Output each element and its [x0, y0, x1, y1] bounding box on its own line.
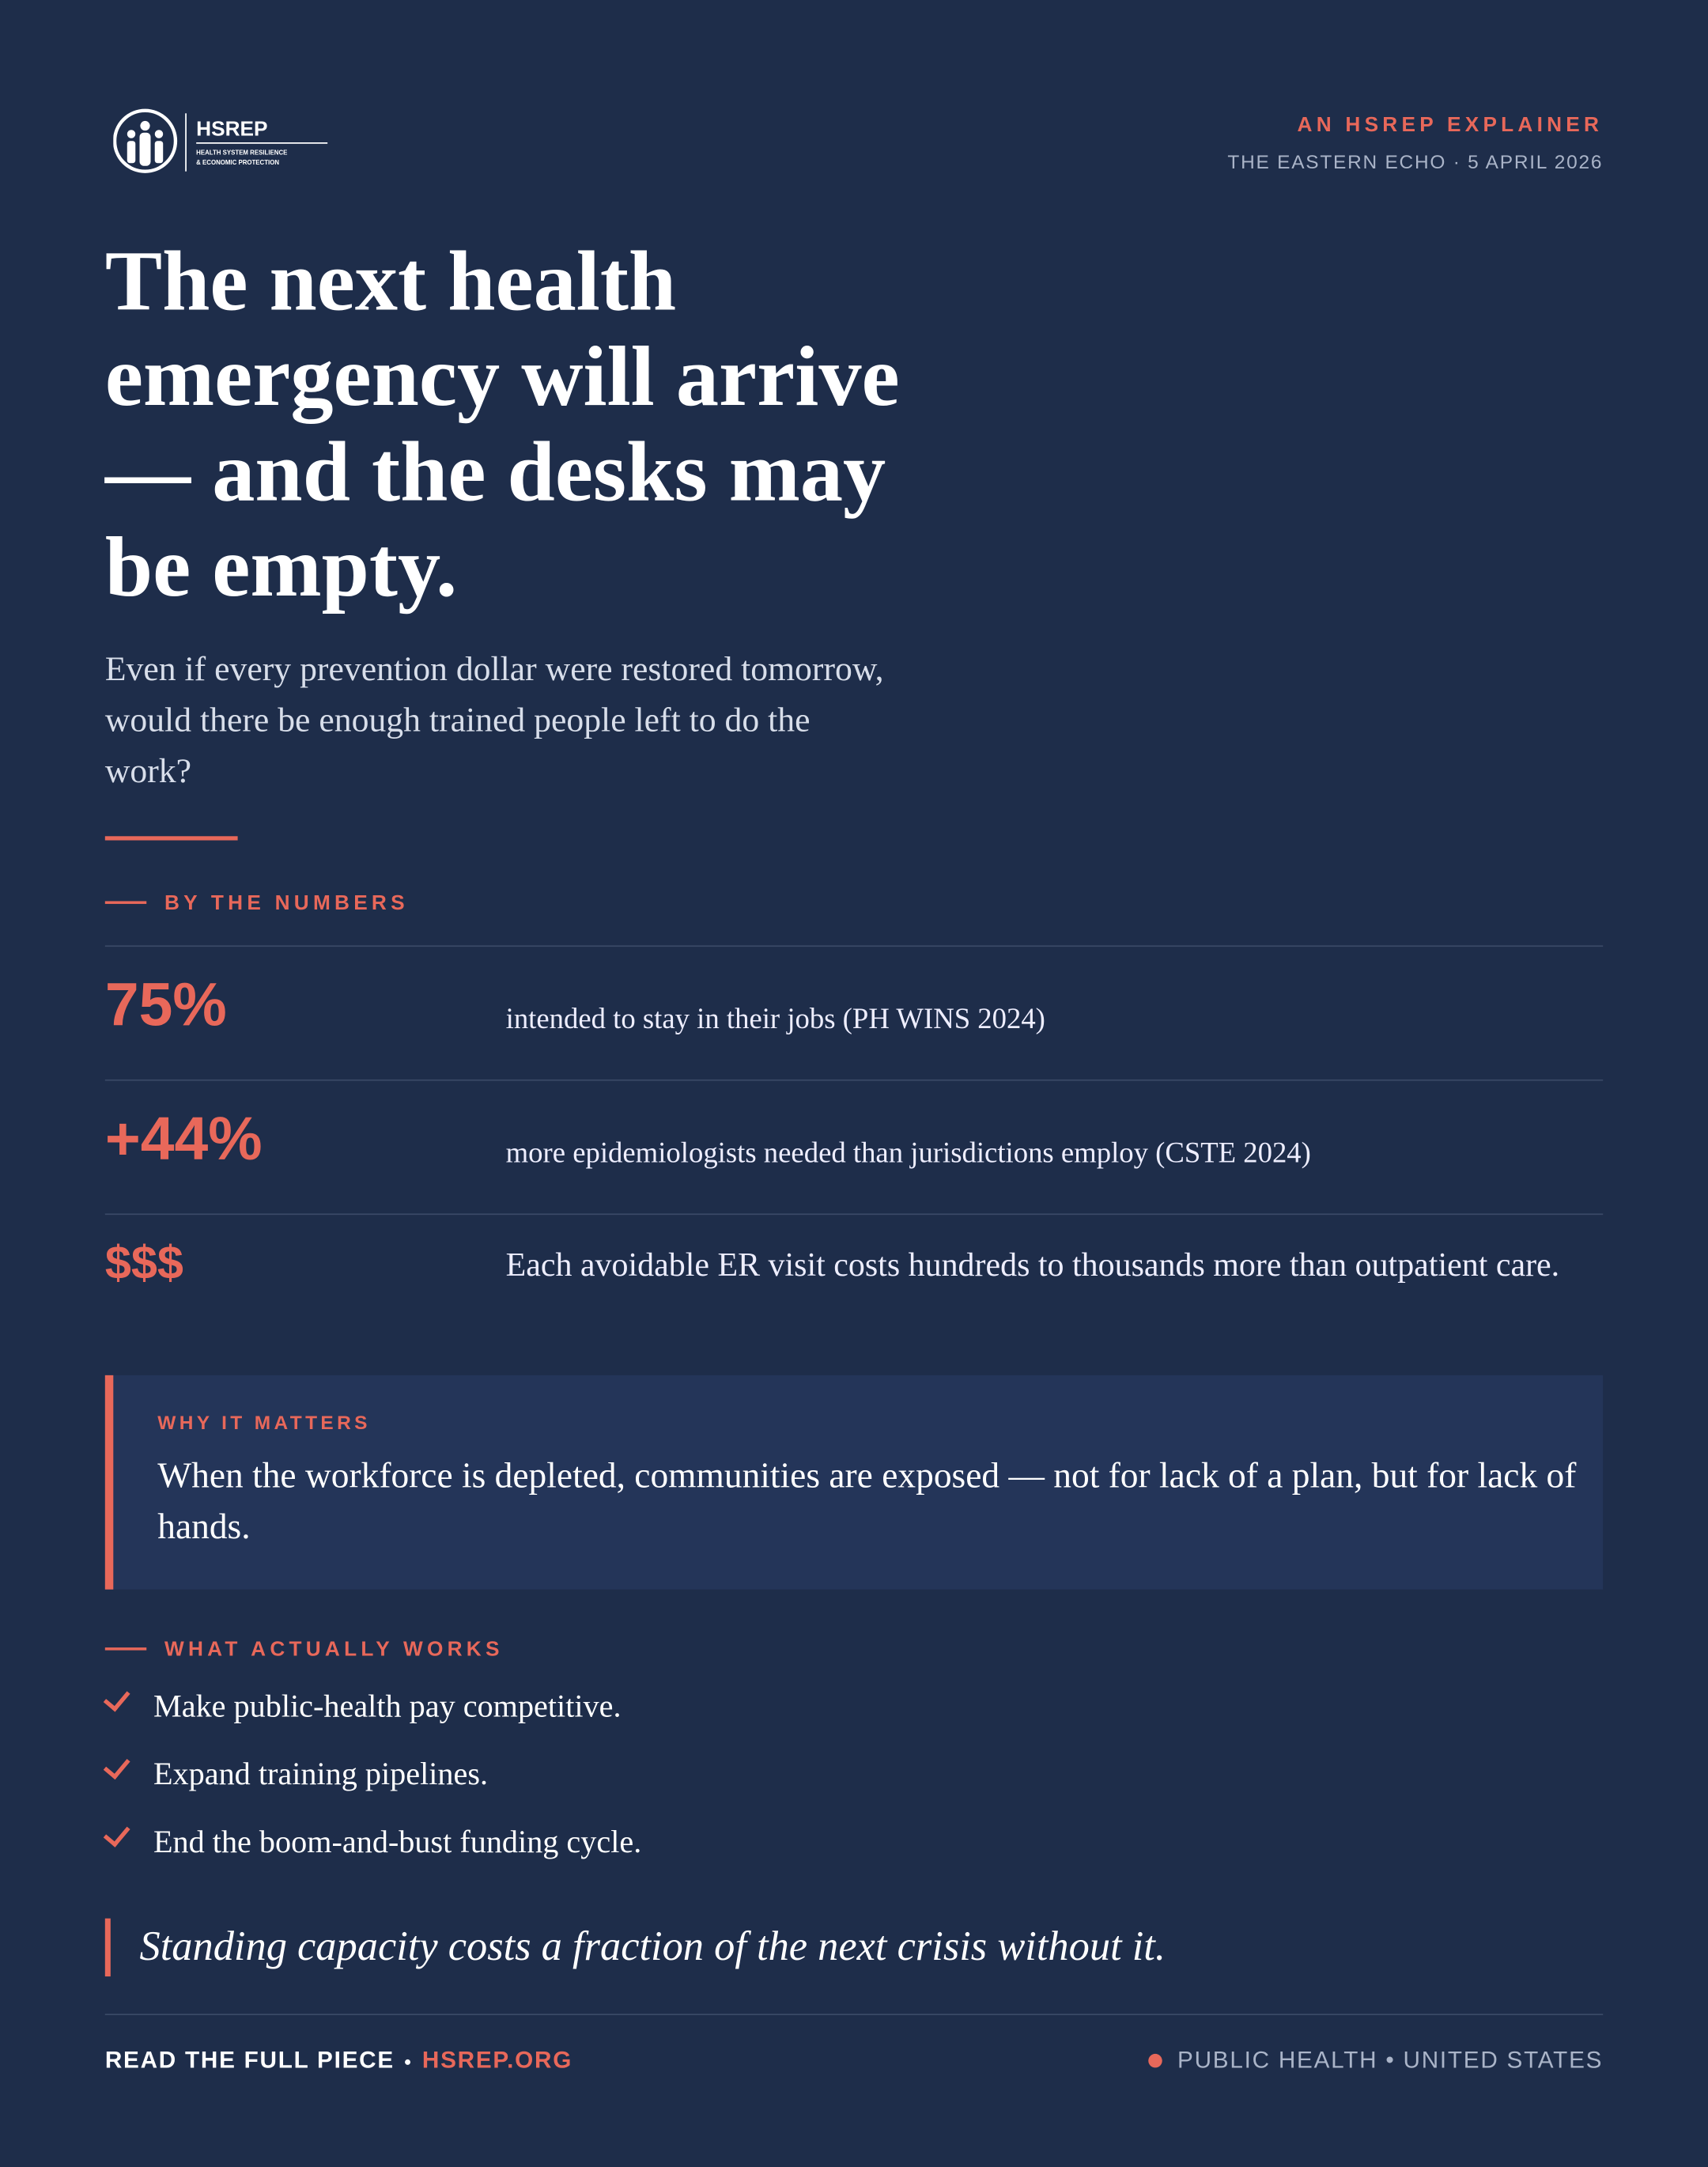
action-item: Expand training pipelines.	[153, 1757, 489, 1791]
check-icon	[103, 1819, 130, 1847]
tagline-line: & ECONOMIC PROTECTION	[196, 158, 280, 166]
callout-label: WHY IT MATTERS	[157, 1411, 371, 1434]
logo-name: HSREP	[196, 117, 268, 142]
action-item: Make public-health pay competitive.	[153, 1689, 622, 1724]
stat-figure: +44%	[104, 1106, 263, 1174]
stat-text: Each avoidable ER visit costs hundreds t…	[505, 1248, 1560, 1284]
byline: THE EASTERN ECHO · 5 APRIL 2026	[1227, 150, 1604, 173]
headline: The next health emergency will arrive — …	[104, 235, 900, 615]
subtitle: Even if every prevention dollar were res…	[104, 651, 884, 791]
check-icon	[103, 1684, 130, 1712]
tags-text: PUBLIC HEALTH • UNITED STATES	[1177, 2047, 1604, 2074]
stat-row: +44% more epidemiologists needed than jur…	[104, 1079, 1604, 1214]
stat-row: $$$ Each avoidable ER visit costs hundred…	[104, 1213, 1604, 1348]
pull-quote: Standing capacity costs a fraction of th…	[104, 1918, 1166, 1977]
stat-text: more epidemiologists needed than jurisdi…	[505, 1136, 1311, 1170]
stat-figure: 75%	[104, 971, 227, 1040]
check-icon	[103, 1752, 130, 1780]
section-label: WHAT ACTUALLY WORKS	[164, 1637, 504, 1662]
callout-text: When the workforce is depleted, communit…	[157, 1455, 1577, 1547]
callout: WHY IT MATTERS When the workforce is dep…	[104, 1375, 1604, 1590]
footer-link[interactable]: HSREP.ORG	[421, 2047, 573, 2074]
logo-tagline: HEALTH SYSTEM RESILIENCE & ECONOMIC PROTE…	[196, 148, 287, 167]
stat-row: 75% intended to stay in their jobs (PH WI…	[104, 945, 1604, 1080]
footer-tags: PUBLIC HEALTH • UNITED STATES	[1148, 2047, 1603, 2074]
stat-text: intended to stay in their jobs (PH WINS …	[505, 1002, 1045, 1035]
cta-text: READ THE FULL PIECE	[104, 2047, 395, 2074]
kicker: AN HSREP EXPLAINER	[1297, 113, 1604, 138]
logo-icon	[113, 108, 178, 173]
action-item: End the boom-and-bust funding cycle.	[153, 1824, 642, 1859]
section-label: BY THE NUMBERS	[164, 891, 409, 915]
stat-figure: $$$	[104, 1237, 183, 1290]
footer-cta: READ THE FULL PIECE HSREP.ORG	[105, 2047, 572, 2074]
tagline-line: HEALTH SYSTEM RESILIENCE	[196, 149, 288, 157]
